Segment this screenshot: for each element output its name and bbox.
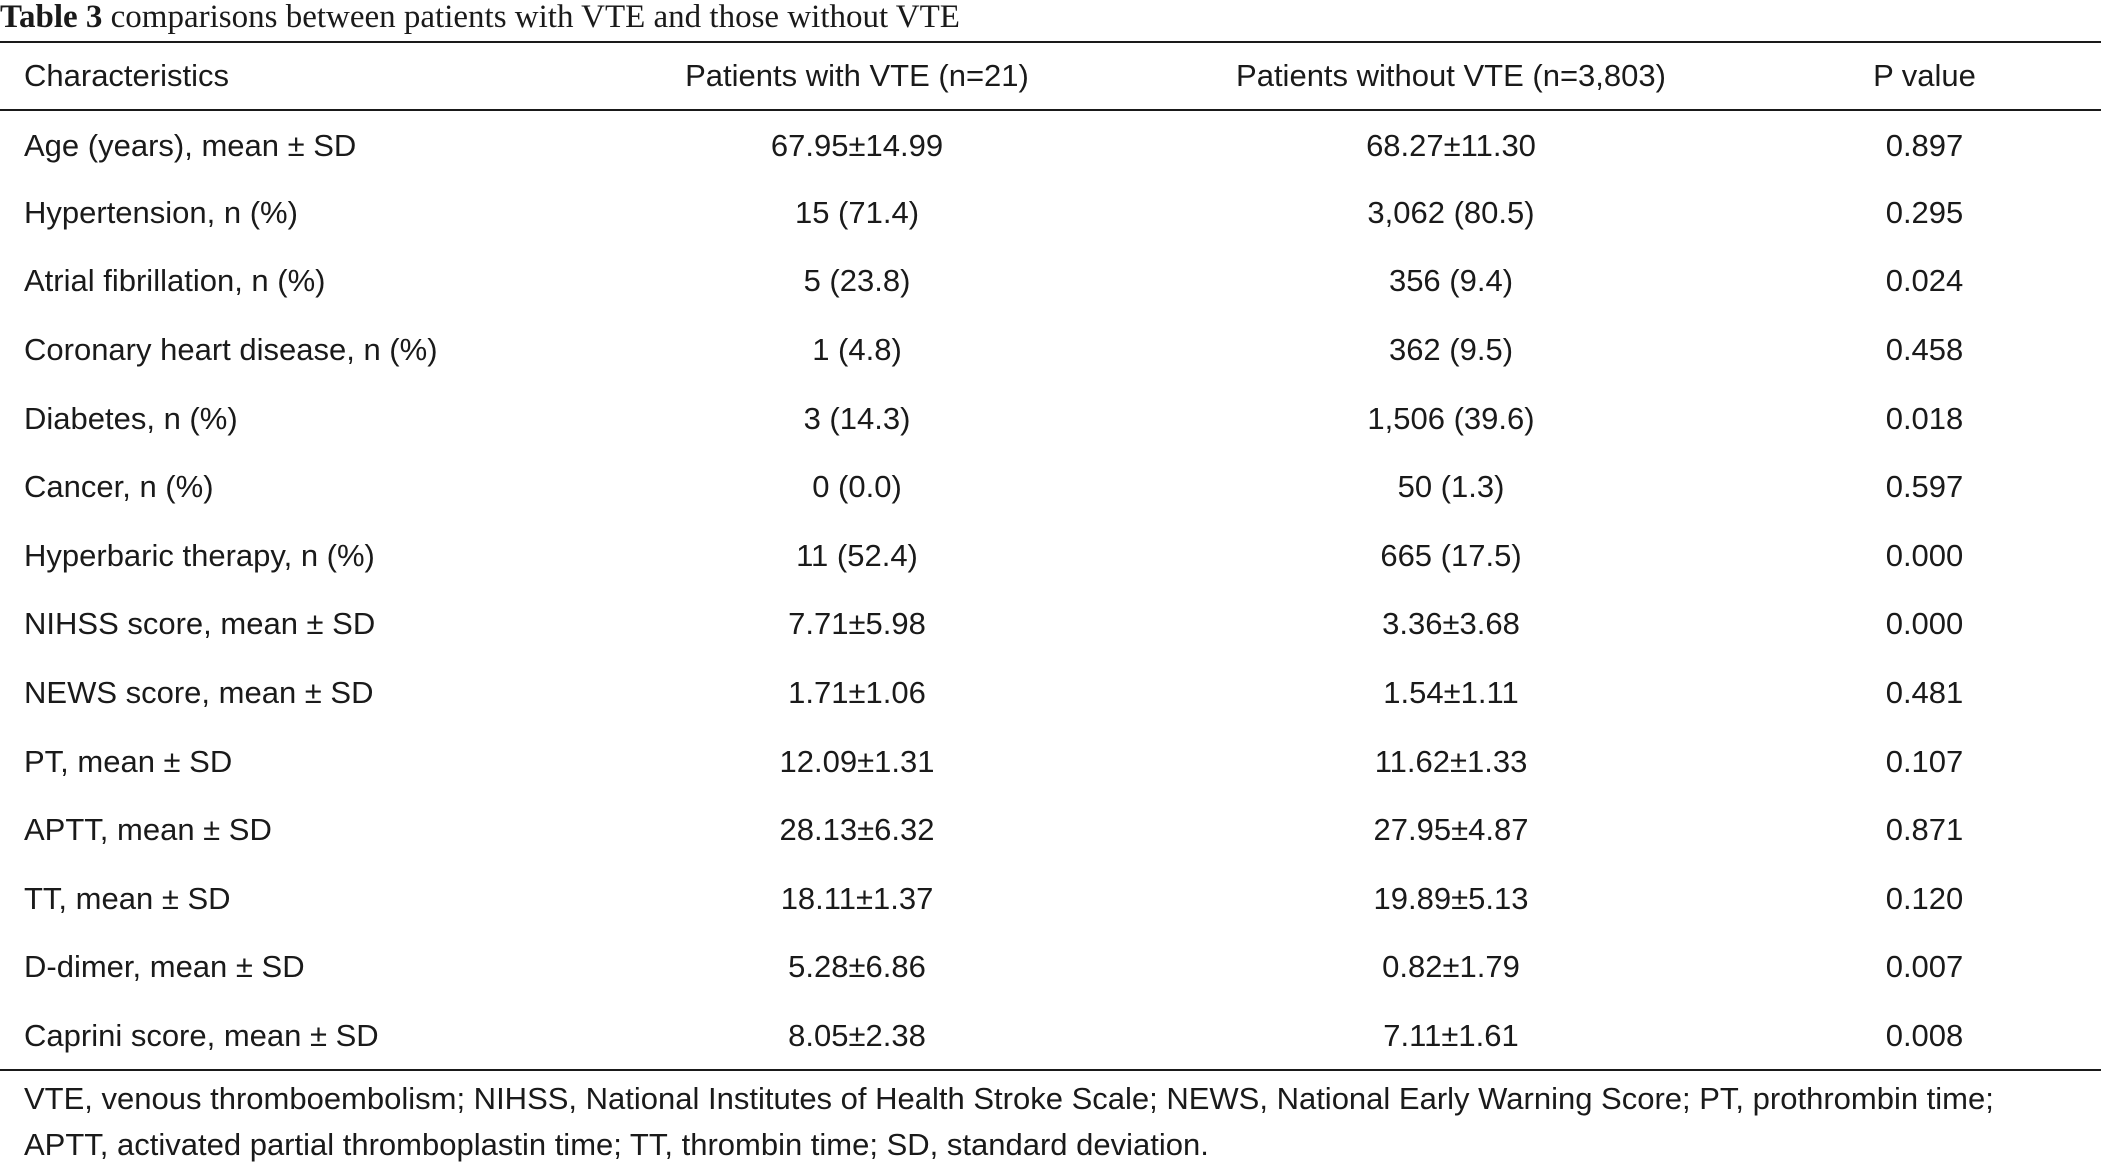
cell-with-vte: 67.95±14.99 — [770, 127, 944, 163]
cell-characteristic: Diabetes, n (%) — [24, 400, 238, 436]
table-row: Coronary heart disease, n (%) 1 (4.8) 36… — [0, 316, 2101, 385]
table-caption: Table 3 comparisons between patients wit… — [0, 0, 960, 40]
cell-with-vte: 15 (71.4) — [794, 194, 920, 230]
cell-p-value: 0.018 — [1885, 400, 1964, 436]
cell-p-value: 0.897 — [1885, 127, 1964, 163]
table-row: NEWS score, mean ± SD 1.71±1.06 1.54±1.1… — [0, 659, 2101, 728]
cell-characteristic: PT, mean ± SD — [24, 743, 233, 779]
header-with-vte: Patients with VTE (n=21) — [685, 58, 1029, 93]
cell-with-vte: 12.09±1.31 — [779, 743, 935, 779]
cell-without-vte: 27.95±4.87 — [1373, 812, 1529, 848]
cell-with-vte: 1 (4.8) — [812, 332, 902, 368]
cell-without-vte: 1,506 (39.6) — [1367, 400, 1535, 436]
cell-without-vte: 19.89±5.13 — [1373, 880, 1529, 916]
cell-characteristic: Atrial fibrillation, n (%) — [24, 263, 326, 299]
cell-with-vte: 0 (0.0) — [812, 469, 902, 505]
header-characteristics: Characteristics — [24, 58, 229, 93]
table-row: Hyperbaric therapy, n (%) 11 (52.4) 665 … — [0, 522, 2101, 591]
cell-without-vte: 3,062 (80.5) — [1367, 194, 1535, 230]
cell-p-value: 0.008 — [1885, 1017, 1964, 1053]
table-footnote: VTE, venous thromboembolism; NIHSS, Nati… — [24, 1081, 1994, 1162]
cell-without-vte: 11.62±1.33 — [1374, 743, 1528, 779]
cell-p-value: 0.481 — [1885, 675, 1964, 711]
header-without-vte: Patients without VTE (n=3,803) — [1236, 58, 1666, 93]
table-row: TT, mean ± SD 18.11±1.37 19.89±5.13 0.12… — [0, 865, 2101, 934]
table-row: Cancer, n (%) 0 (0.0) 50 (1.3) 0.597 — [0, 453, 2101, 522]
cell-characteristic: Cancer, n (%) — [24, 469, 214, 505]
table-row: NIHSS score, mean ± SD 7.71±5.98 3.36±3.… — [0, 590, 2101, 659]
cell-without-vte: 50 (1.3) — [1397, 469, 1505, 505]
cell-p-value: 0.597 — [1885, 469, 1964, 505]
cell-characteristic: TT, mean ± SD — [24, 880, 231, 916]
cell-with-vte: 3 (14.3) — [803, 400, 911, 436]
cell-characteristic: APTT, mean ± SD — [24, 812, 272, 848]
cell-without-vte: 7.11±1.61 — [1383, 1017, 1519, 1053]
cell-without-vte: 665 (17.5) — [1380, 537, 1522, 573]
cell-with-vte: 28.13±6.32 — [779, 812, 935, 848]
table-row: APTT, mean ± SD 28.13±6.32 27.95±4.87 0.… — [0, 796, 2101, 865]
table-row: D-dimer, mean ± SD 5.28±6.86 0.82±1.79 0… — [0, 933, 2101, 1002]
table-row: PT, mean ± SD 12.09±1.31 11.62±1.33 0.10… — [0, 727, 2101, 796]
cell-with-vte: 11 (52.4) — [796, 537, 918, 573]
table-row: Diabetes, n (%) 3 (14.3) 1,506 (39.6) 0.… — [0, 384, 2101, 453]
cell-with-vte: 1.71±1.06 — [788, 675, 926, 711]
cell-characteristic: Age (years), mean ± SD — [24, 127, 357, 163]
cell-with-vte: 18.11±1.37 — [780, 880, 934, 916]
cell-p-value: 0.120 — [1885, 880, 1964, 916]
cell-p-value: 0.295 — [1885, 194, 1964, 230]
cell-with-vte: 7.71±5.98 — [788, 606, 926, 642]
cell-with-vte: 5.28±6.86 — [788, 949, 926, 985]
table-row: Atrial fibrillation, n (%) 5 (23.8) 356 … — [0, 247, 2101, 316]
cell-without-vte: 68.27±11.30 — [1366, 127, 1536, 163]
table-row: Hypertension, n (%) 15 (71.4) 3,062 (80.… — [0, 179, 2101, 248]
cell-characteristic: NIHSS score, mean ± SD — [24, 606, 376, 642]
cell-characteristic: Hyperbaric therapy, n (%) — [24, 537, 375, 573]
cell-p-value: 0.007 — [1885, 949, 1964, 985]
table-header-row: Characteristics Patients with VTE (n=21)… — [0, 42, 2101, 110]
cell-p-value: 0.000 — [1885, 606, 1964, 642]
cell-p-value: 0.000 — [1885, 537, 1964, 573]
table-row: Caprini score, mean ± SD 8.05±2.38 7.11±… — [0, 1002, 2101, 1071]
cell-characteristic: NEWS score, mean ± SD — [24, 675, 374, 711]
header-p-value: P value — [1873, 58, 1976, 93]
table-row: Age (years), mean ± SD 67.95±14.99 68.27… — [0, 110, 2101, 179]
cell-p-value: 0.871 — [1885, 812, 1964, 848]
table-caption-text: comparisons between patients with VTE an… — [110, 0, 960, 35]
cell-p-value: 0.458 — [1885, 332, 1964, 368]
table-caption-label: Table 3 — [0, 0, 103, 35]
cell-characteristic: Hypertension, n (%) — [24, 194, 298, 230]
cell-without-vte: 362 (9.5) — [1388, 332, 1514, 368]
cell-p-value: 0.107 — [1885, 743, 1964, 779]
cell-without-vte: 3.36±3.68 — [1382, 606, 1520, 642]
cell-without-vte: 0.82±1.79 — [1382, 949, 1520, 985]
cell-with-vte: 8.05±2.38 — [788, 1017, 926, 1053]
cell-without-vte: 1.54±1.11 — [1383, 675, 1519, 711]
cell-characteristic: Caprini score, mean ± SD — [24, 1017, 379, 1053]
cell-p-value: 0.024 — [1885, 263, 1964, 299]
cell-without-vte: 356 (9.4) — [1388, 263, 1514, 299]
cell-with-vte: 5 (23.8) — [803, 263, 911, 299]
comparison-table: Characteristics Patients with VTE (n=21)… — [0, 41, 2101, 1071]
cell-characteristic: Coronary heart disease, n (%) — [24, 332, 438, 368]
cell-characteristic: D-dimer, mean ± SD — [24, 949, 305, 985]
